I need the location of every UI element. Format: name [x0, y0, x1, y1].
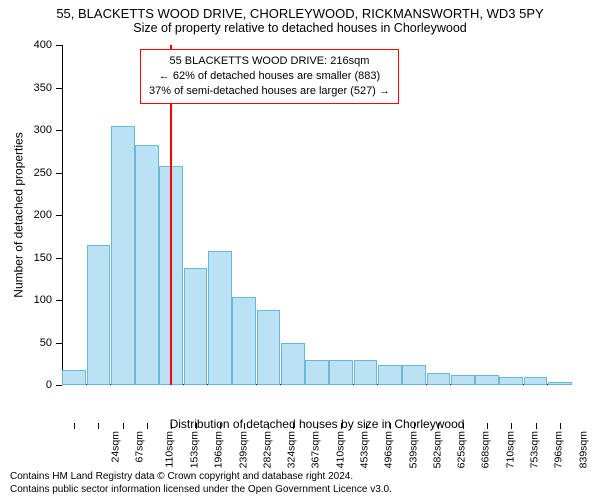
histogram-bar	[62, 370, 86, 385]
x-tick-label: 324sqm	[286, 431, 298, 468]
x-tick-label: 582sqm	[431, 431, 443, 468]
page-subtitle: Size of property relative to detached ho…	[10, 21, 590, 35]
x-tick-label: 796sqm	[553, 431, 565, 468]
y-tick-label: 50	[40, 337, 52, 349]
x-tick-label: 67sqm	[134, 431, 146, 463]
x-tick-label: 367sqm	[310, 431, 322, 468]
y-tick	[56, 215, 62, 216]
histogram-bar	[548, 382, 572, 385]
histogram-bar	[378, 365, 402, 385]
footer-line2: Contains public sector information licen…	[10, 483, 392, 496]
y-tick	[56, 173, 62, 174]
x-tick-label: 625sqm	[456, 431, 468, 468]
x-tick-label: 753sqm	[528, 431, 540, 468]
x-tick-label: 110sqm	[163, 431, 175, 468]
x-tick-label: 453sqm	[358, 431, 370, 468]
y-tick	[56, 343, 62, 344]
footer-credits: Contains HM Land Registry data © Crown c…	[10, 470, 392, 496]
y-tick-label: 400	[34, 39, 52, 51]
histogram-bar	[281, 343, 305, 386]
x-tick-label: 24sqm	[110, 431, 122, 463]
histogram-bar	[354, 360, 378, 386]
x-tick-label: 410sqm	[334, 431, 346, 468]
x-tick-label: 239sqm	[237, 431, 249, 468]
y-tick	[56, 130, 62, 131]
histogram-bar	[329, 360, 353, 386]
y-axis-label: Number of detached properties	[10, 45, 28, 385]
y-tick-label: 200	[34, 209, 52, 221]
histogram-bar	[451, 375, 475, 385]
histogram-bar	[305, 360, 329, 386]
x-tick-label: 710sqm	[504, 431, 516, 468]
plot-region: 55 BLACKETTS WOOD DRIVE: 216sqm← 62% of …	[62, 45, 572, 385]
y-tick-label: 150	[34, 252, 52, 264]
histogram-bar	[257, 310, 281, 385]
histogram-bar	[524, 377, 548, 386]
histogram-bar	[427, 373, 451, 385]
histogram-bar	[475, 375, 499, 385]
y-tick-label: 100	[34, 294, 52, 306]
x-tick-label: 282sqm	[261, 431, 273, 468]
y-tick	[56, 258, 62, 259]
y-ticks: 050100150200250300350400	[54, 45, 62, 385]
annotation-line: 55 BLACKETTS WOOD DRIVE: 216sqm	[149, 54, 390, 69]
histogram-bar	[135, 145, 159, 385]
y-tick-label: 350	[34, 82, 52, 94]
histogram-bar	[402, 365, 426, 385]
histogram-bar	[499, 377, 523, 386]
y-tick-label: 300	[34, 124, 52, 136]
histogram-bar	[111, 126, 135, 385]
x-tick-label: 539sqm	[407, 431, 419, 468]
x-tick-label: 196sqm	[213, 431, 225, 468]
x-tick-label: 496sqm	[383, 431, 395, 468]
footer-line1: Contains HM Land Registry data © Crown c…	[10, 470, 392, 483]
histogram-bar	[87, 245, 111, 385]
y-tick-label: 250	[34, 167, 52, 179]
histogram-bar	[184, 268, 208, 385]
y-tick-label: 0	[46, 379, 52, 391]
x-axis-label: Distribution of detached houses by size …	[62, 417, 572, 431]
y-tick	[56, 300, 62, 301]
histogram-chart: Number of detached properties 55 BLACKET…	[62, 45, 572, 423]
x-tick-label: 153sqm	[188, 431, 200, 468]
x-tick-label: 839sqm	[577, 431, 589, 468]
y-axis-line	[62, 45, 63, 385]
annotation-line: ← 62% of detached houses are smaller (88…	[149, 69, 390, 84]
page-title-address: 55, BLACKETTS WOOD DRIVE, CHORLEYWOOD, R…	[10, 6, 590, 21]
x-tick-label: 668sqm	[480, 431, 492, 468]
histogram-bar	[232, 297, 256, 385]
y-tick	[56, 45, 62, 46]
annotation-box: 55 BLACKETTS WOOD DRIVE: 216sqm← 62% of …	[140, 49, 399, 104]
y-tick	[56, 88, 62, 89]
y-tick	[56, 385, 62, 386]
histogram-bar	[208, 251, 232, 385]
annotation-line: 37% of semi-detached houses are larger (…	[149, 84, 390, 99]
